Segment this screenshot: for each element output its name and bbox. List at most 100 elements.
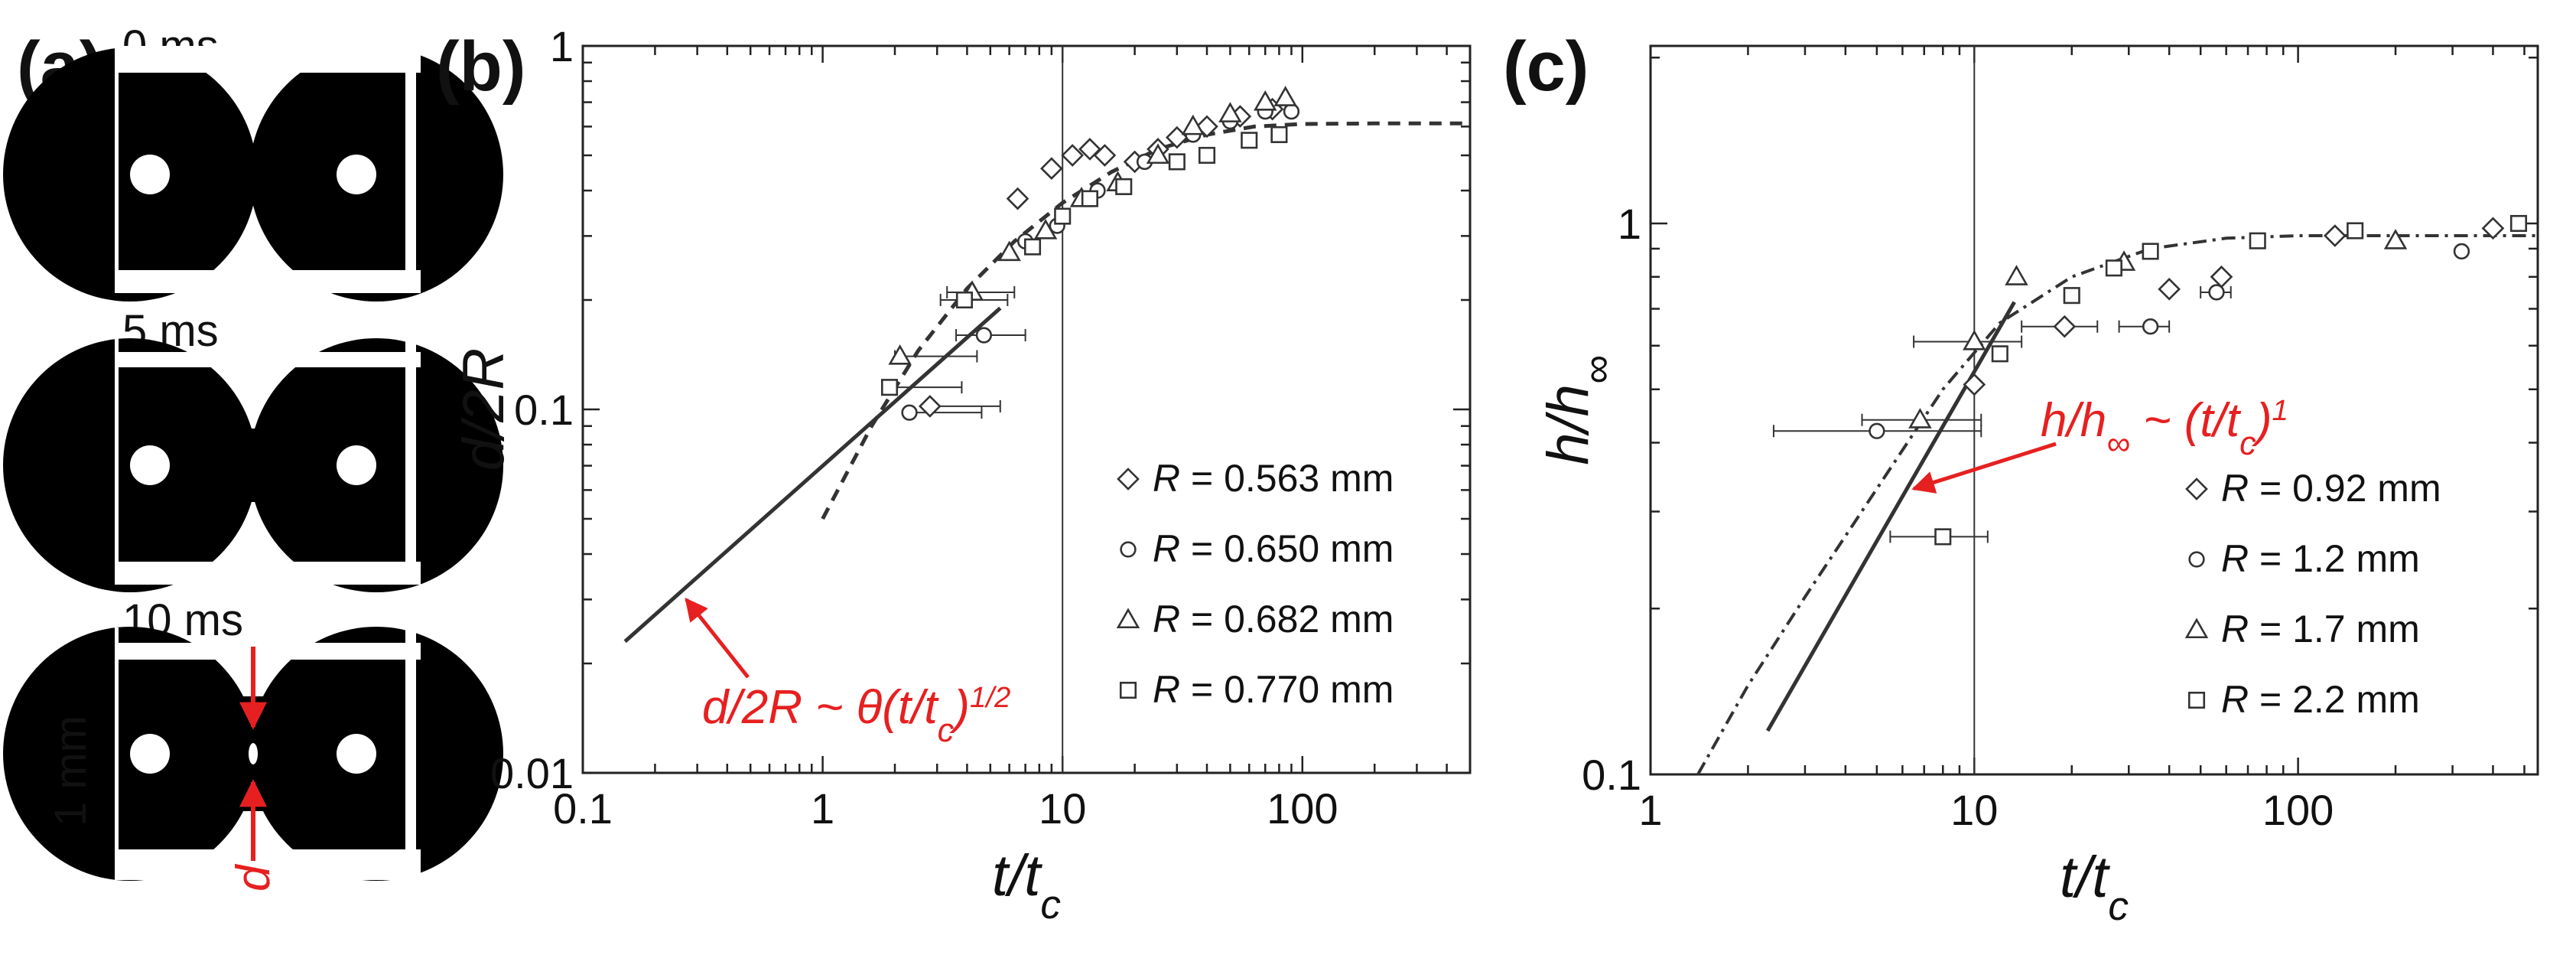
- circle-marker: [2208, 284, 2225, 301]
- x-tick-label: 100: [1267, 784, 1338, 833]
- panel-b-markers: [880, 86, 1300, 421]
- model-curve: [1696, 234, 2538, 775]
- x-axis-title: t/tc: [2060, 845, 2129, 929]
- x-axis-title: t/tc: [992, 843, 1061, 927]
- diamond-marker: [1093, 144, 1117, 167]
- triangle-marker: [1273, 86, 1297, 106]
- triangle-marker: [2005, 265, 2028, 285]
- square-marker: [955, 291, 974, 309]
- square-marker: [2105, 259, 2122, 277]
- panel-b-legend: R = 0.563 mm R = 0.650 mm R = 0.682 mm R = …: [1116, 457, 1394, 711]
- power-law-line: [623, 306, 1002, 644]
- circle-marker: [1869, 422, 1885, 439]
- legend-entry: R = 1.2 mm: [2221, 537, 2420, 580]
- square-marker: [2249, 232, 2266, 249]
- panel-b-annotation: d/2R ~ θ(t/tc)1/2: [685, 598, 1010, 750]
- triangle-marker: [997, 240, 1021, 262]
- diamond-marker: [2481, 217, 2505, 240]
- diamond-marker: [1117, 468, 1140, 491]
- panel-c-markers: [1869, 214, 2528, 546]
- diamond-marker: [1040, 157, 1063, 181]
- legend-entry: R = 0.682 mm: [1153, 598, 1394, 640]
- annotation-arrow: [1911, 442, 2057, 494]
- legend-entry: R = 0.92 mm: [2221, 467, 2441, 510]
- circle-marker: [901, 404, 918, 421]
- x-tick-label: 100: [2262, 786, 2334, 834]
- square-marker: [1934, 528, 1952, 546]
- square-marker: [2347, 222, 2364, 240]
- diamond-marker: [2185, 477, 2208, 500]
- square-marker: [880, 379, 899, 396]
- annotation-arrow: [685, 598, 750, 679]
- square-marker: [1198, 146, 1216, 165]
- square-marker: [1119, 681, 1137, 699]
- y-tick-label: 1: [1618, 200, 1641, 248]
- square-marker: [2063, 287, 2080, 305]
- triangle-marker: [1181, 114, 1205, 135]
- legend-entry: R = 0.650 mm: [1153, 527, 1394, 570]
- triangle-marker: [2383, 229, 2408, 249]
- y-tick-label: 0.01: [490, 749, 574, 797]
- plot-frame: [1649, 44, 2539, 776]
- triangle-marker: [1116, 608, 1140, 629]
- annotation-text: d/2R ~ θ(t/tc)1/2: [702, 681, 1010, 750]
- square-marker: [2187, 691, 2206, 709]
- diamond-marker: [2053, 315, 2077, 338]
- panel-c-annotation: h/h∞ ~ (t/tc)1: [1911, 394, 2288, 494]
- diamond-marker: [2158, 277, 2181, 301]
- x-tick-label: 1: [1638, 786, 1662, 834]
- panel-c-axis-titles: t/tc h/h∞: [1536, 355, 2129, 928]
- circle-marker: [2188, 551, 2205, 568]
- square-marker: [1241, 132, 1258, 149]
- square-marker: [1115, 178, 1133, 195]
- triangle-marker: [1253, 90, 1277, 111]
- model-curve: [821, 121, 1470, 520]
- neck-label: d: [227, 863, 280, 891]
- panel-c-legend: R = 0.92 mm R = 1.2 mm R = 1.7 mm R = 2.2 m…: [2184, 467, 2441, 721]
- square-marker: [2509, 214, 2528, 233]
- diamond-marker: [1006, 187, 1029, 210]
- triangle-marker: [1218, 102, 1242, 122]
- panel-c-letter: (c): [1503, 28, 1589, 106]
- triangle-marker: [1033, 218, 1058, 240]
- square-marker: [1081, 190, 1098, 207]
- triangle-marker: [1146, 143, 1170, 165]
- square-marker: [1023, 238, 1042, 256]
- square-marker: [1168, 153, 1186, 171]
- legend-entry: R = 0.770 mm: [1153, 668, 1394, 711]
- panel-b-model-lines: [623, 46, 1470, 773]
- square-marker: [2142, 243, 2159, 260]
- diamond-marker: [2210, 265, 2233, 288]
- power-law-line: [1765, 301, 2016, 732]
- legend-entry: R = 0.563 mm: [1153, 457, 1394, 500]
- panel-b-ticks: [581, 44, 1472, 774]
- square-marker: [1991, 345, 2008, 363]
- plot-frame: [581, 44, 1472, 774]
- triangle-marker: [1963, 329, 1986, 350]
- triangle-marker: [888, 344, 912, 365]
- panel-b-axis-titles: t/tc d/2R: [451, 348, 1061, 927]
- x-tick-label: 10: [1950, 786, 1998, 834]
- square-marker: [1054, 207, 1072, 225]
- legend-entry: R = 2.2 mm: [2221, 678, 2420, 721]
- circle-marker: [2453, 243, 2470, 260]
- y-axis-title: d/2R: [451, 348, 516, 471]
- x-tick-label: 1: [811, 784, 834, 833]
- diamond-marker: [1061, 144, 1085, 167]
- circle-marker: [2142, 318, 2159, 335]
- annotation-text: h/h∞ ~ (t/tc)1: [2041, 394, 2288, 463]
- square-marker: [1270, 125, 1288, 144]
- circle-marker: [1120, 541, 1137, 558]
- frame-3-image: [3, 627, 503, 881]
- panel-a: (a) 0 ms 5 ms 10 ms: [3, 21, 503, 891]
- y-tick-label: 0.1: [1582, 751, 1641, 799]
- circle-marker: [1283, 103, 1300, 120]
- y-axis-title: h/h∞: [1536, 355, 1620, 465]
- frame-1-image: [3, 46, 503, 301]
- panel-c-model-lines: [1696, 46, 2538, 775]
